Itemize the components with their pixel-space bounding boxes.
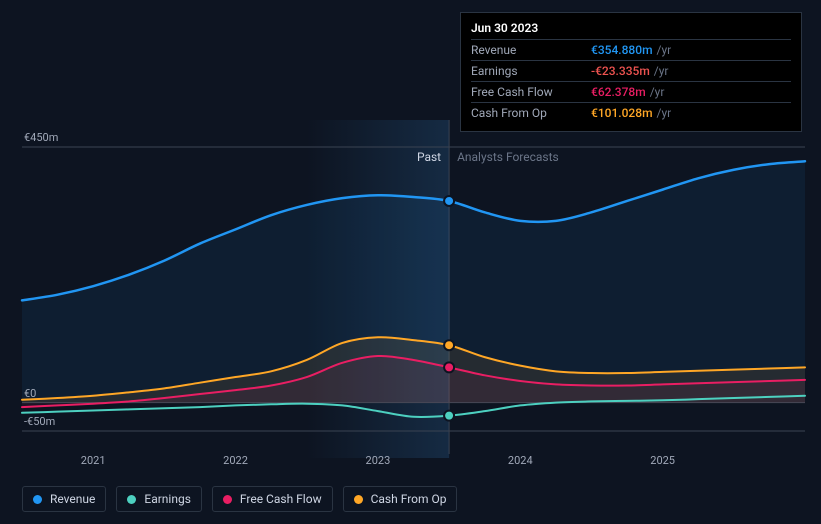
- chart-tooltip: Jun 30 2023 Revenue€354.880m/yrEarnings-…: [460, 12, 802, 132]
- tooltip-date: Jun 30 2023: [471, 21, 791, 39]
- legend-item-label: Earnings: [144, 492, 191, 506]
- y-axis-label: €450m: [24, 131, 58, 144]
- tooltip-row-value: €101.028m: [591, 106, 653, 120]
- chart-legend: Revenue Earnings Free Cash Flow Cash From O…: [22, 486, 457, 512]
- tooltip-row: Cash From Op€101.028m/yr: [471, 102, 791, 123]
- legend-dot-icon: [127, 495, 136, 504]
- tooltip-row-unit: /yr: [650, 85, 665, 99]
- x-axis-label: 2025: [650, 454, 675, 467]
- y-axis-label: €0: [24, 387, 36, 400]
- legend-dot-icon: [33, 495, 42, 504]
- legend-dot-icon: [354, 495, 363, 504]
- y-axis-label: -€50m: [24, 415, 55, 428]
- legend-item-fcf[interactable]: Free Cash Flow: [212, 486, 333, 512]
- tooltip-row-unit: /yr: [657, 43, 672, 57]
- tooltip-row-value: €354.880m: [591, 43, 653, 57]
- tooltip-row-value: -€23.335m: [591, 64, 650, 78]
- tooltip-row-label: Earnings: [471, 64, 591, 78]
- tooltip-row: Earnings-€23.335m/yr: [471, 60, 791, 81]
- x-axis-label: 2023: [366, 454, 391, 467]
- legend-item-label: Free Cash Flow: [240, 492, 322, 506]
- region-label-past: Past: [417, 150, 441, 164]
- legend-item-earnings[interactable]: Earnings: [116, 486, 202, 512]
- x-axis-label: 2024: [508, 454, 533, 467]
- financials-chart: Jun 30 2023 Revenue€354.880m/yrEarnings-…: [0, 0, 821, 524]
- region-label-forecast: Analysts Forecasts: [457, 150, 559, 164]
- x-axis-label: 2021: [81, 454, 106, 467]
- tooltip-row-label: Free Cash Flow: [471, 85, 591, 99]
- tooltip-row-unit: /yr: [657, 106, 672, 120]
- tooltip-row: Free Cash Flow€62.378m/yr: [471, 81, 791, 102]
- tooltip-row-unit: /yr: [654, 64, 669, 78]
- legend-item-cfo[interactable]: Cash From Op: [343, 486, 458, 512]
- tooltip-row: Revenue€354.880m/yr: [471, 39, 791, 60]
- tooltip-row-label: Cash From Op: [471, 106, 591, 120]
- x-axis-label: 2022: [223, 454, 248, 467]
- legend-item-revenue[interactable]: Revenue: [22, 486, 106, 512]
- legend-item-label: Revenue: [50, 492, 95, 506]
- tooltip-row-label: Revenue: [471, 43, 591, 57]
- legend-item-label: Cash From Op: [371, 492, 447, 506]
- legend-dot-icon: [223, 495, 232, 504]
- tooltip-row-value: €62.378m: [591, 85, 646, 99]
